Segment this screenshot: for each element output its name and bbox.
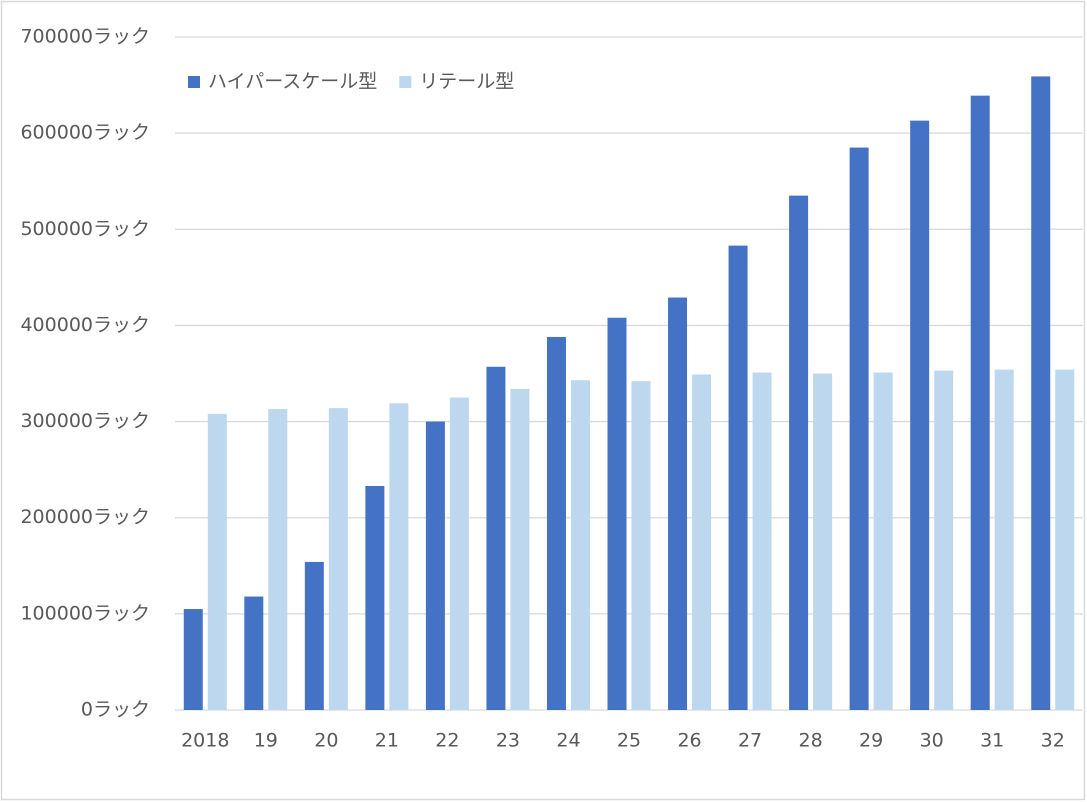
legend-label: ハイパースケール型: [208, 71, 377, 93]
bar: [425, 421, 445, 710]
bar: [813, 373, 833, 710]
bar: [910, 120, 930, 710]
y-tick-label: 200000ラック: [20, 506, 150, 528]
x-tick-label: 25: [617, 730, 641, 752]
x-tick-label: 24: [556, 730, 580, 752]
x-tick-label: 20: [314, 730, 338, 752]
bar: [570, 380, 590, 710]
bar: [183, 609, 203, 710]
bar: [873, 372, 893, 710]
bar: [1031, 76, 1051, 710]
bar: [389, 403, 409, 710]
legend-marker: [188, 76, 200, 88]
bar: [449, 397, 469, 710]
bar: [692, 374, 712, 710]
bar: [970, 95, 990, 710]
x-tick-label: 30: [920, 730, 944, 752]
y-tick-label: 0ラック: [81, 699, 150, 721]
x-tick-label: 29: [859, 730, 883, 752]
x-tick-label: 23: [496, 730, 520, 752]
bar: [268, 409, 288, 710]
bar: [668, 297, 688, 710]
x-tick-label: 19: [254, 730, 278, 752]
bar: [934, 370, 954, 710]
x-tick-label: 31: [980, 730, 1004, 752]
x-tick-label: 28: [799, 730, 823, 752]
y-tick-label: 300000ラック: [20, 410, 150, 432]
bar: [752, 372, 772, 710]
y-tick-label: 400000ラック: [20, 314, 150, 336]
x-tick-label: 21: [375, 730, 399, 752]
x-tick-label: 26: [677, 730, 701, 752]
legend-marker: [399, 76, 412, 88]
bar: [365, 485, 385, 710]
x-tick-label: 32: [1041, 730, 1065, 752]
bar: [1055, 369, 1075, 710]
bar: [244, 596, 264, 710]
bar: [849, 147, 869, 711]
bar: [994, 369, 1014, 710]
bar: [510, 388, 530, 710]
bar: [486, 366, 506, 710]
y-tick-label: 600000ラック: [20, 122, 150, 144]
bar: [328, 408, 348, 710]
bar: [789, 195, 809, 710]
bar: [728, 245, 748, 710]
x-tick-label: 27: [738, 730, 762, 752]
bar: [607, 317, 627, 710]
x-tick-label: 2018: [181, 730, 229, 752]
bar: [546, 336, 566, 710]
bar: [207, 413, 227, 710]
y-tick-label: 100000ラック: [20, 602, 150, 624]
bar: [304, 561, 324, 710]
y-tick-label: 700000ラック: [20, 26, 150, 48]
y-tick-label: 500000ラック: [20, 218, 150, 240]
bar: [631, 381, 651, 710]
x-tick-label: 22: [435, 730, 459, 752]
legend-label: リテール型: [419, 71, 514, 93]
